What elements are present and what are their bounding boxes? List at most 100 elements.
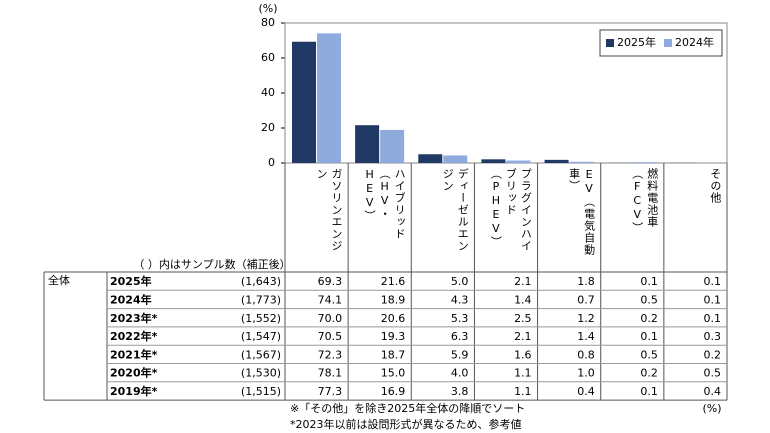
cell-value: 0.1 — [704, 312, 722, 325]
cell-value: 69.3 — [318, 275, 343, 288]
legend-label: 2024年 — [675, 35, 714, 49]
table-caption: （ ）内はサンプル数（補正後） — [133, 257, 290, 271]
row-year: 2020年* — [110, 366, 158, 380]
group-label: 全体 — [48, 273, 70, 287]
cell-value: 0.4 — [704, 385, 722, 398]
category-label: プラグインハイブリッド（PHEV） — [489, 168, 533, 252]
plot-frame — [284, 22, 728, 164]
cell-value: 78.1 — [318, 367, 343, 380]
cell-value: 0.5 — [704, 367, 722, 380]
bar — [481, 159, 506, 163]
note: *2023年以前は設問形式が異なるため、参考値 — [290, 417, 522, 431]
y-tick-label: 20 — [261, 121, 275, 134]
cell-value: 0.4 — [577, 385, 595, 398]
category-label: ガソリンエンジン — [315, 168, 343, 252]
cell-value: 1.6 — [514, 348, 532, 361]
cell-value: 16.9 — [381, 385, 406, 398]
cell-value: 0.1 — [640, 385, 658, 398]
cell-value: 5.9 — [451, 348, 469, 361]
cell-value: 0.5 — [640, 348, 658, 361]
cell-value: 19.3 — [381, 330, 406, 343]
cell-value: 1.0 — [577, 367, 595, 380]
y-tick-label: 40 — [261, 86, 275, 99]
cell-value: 3.8 — [451, 385, 469, 398]
cell-value: 1.2 — [577, 312, 595, 325]
cell-value: 18.9 — [381, 293, 406, 306]
bar — [317, 33, 341, 164]
cell-value: 1.1 — [514, 385, 532, 398]
cell-value: 6.3 — [451, 330, 469, 343]
category-label: ディーゼルエンジン — [441, 168, 470, 252]
cell-value: 15.0 — [381, 367, 406, 380]
bar — [418, 154, 443, 163]
cell-value: 70.5 — [318, 330, 343, 343]
note: ※「その他」を除き2025年全体の降順でソート — [290, 401, 525, 415]
cell-value: 1.8 — [577, 275, 595, 288]
cell-value: 0.2 — [640, 312, 658, 325]
cell-value: 1.4 — [514, 293, 532, 306]
unit-label: (%) — [258, 2, 277, 15]
cell-value: 4.3 — [451, 293, 469, 306]
cell-value: 70.0 — [318, 312, 343, 325]
category-label: その他 — [708, 168, 722, 204]
cell-value: 0.2 — [704, 348, 722, 361]
row-year: 2025年 — [110, 274, 152, 288]
cell-value: 0.1 — [704, 293, 722, 306]
row-year: 2024年 — [110, 292, 152, 306]
cell-value: 2.5 — [514, 312, 532, 325]
row-sample: (1,547) — [241, 330, 281, 343]
bar — [569, 161, 594, 163]
cell-value: 4.0 — [451, 367, 469, 380]
category-label: 燃料電池車（FCV） — [630, 168, 659, 234]
cell-value: 0.2 — [640, 367, 658, 380]
y-tick-label: 60 — [261, 51, 275, 64]
cell-value: 77.3 — [318, 385, 343, 398]
cell-value: 2.1 — [514, 330, 532, 343]
row-sample: (1,567) — [241, 348, 281, 361]
cell-value: 72.3 — [318, 348, 343, 361]
row-year: 2019年* — [110, 384, 158, 398]
category-label: ハイブリッド（HV・HEV） — [363, 168, 407, 240]
bar — [632, 162, 657, 163]
row-year: 2021年* — [110, 347, 158, 361]
row-sample: (1,773) — [241, 293, 281, 306]
cell-value: 0.5 — [640, 293, 658, 306]
cell-value: 0.1 — [640, 330, 658, 343]
cell-value: 0.3 — [704, 330, 722, 343]
cell-value: 1.1 — [514, 367, 532, 380]
cell-value: 0.1 — [640, 275, 658, 288]
row-sample: (1,530) — [241, 367, 281, 380]
y-tick-label: 80 — [261, 16, 275, 29]
cell-value: 21.6 — [381, 275, 406, 288]
row-year: 2023年* — [110, 311, 158, 325]
cell-value: 0.7 — [577, 293, 595, 306]
y-tick-label: 0 — [268, 156, 275, 169]
bar — [380, 129, 405, 163]
legend-swatch — [606, 39, 614, 47]
legend-box — [599, 29, 723, 57]
cell-value: 20.6 — [381, 312, 406, 325]
legend-swatch — [664, 39, 672, 47]
cell-value: 2.1 — [514, 275, 532, 288]
cell-value: 5.0 — [451, 275, 469, 288]
bar — [506, 160, 531, 163]
table-unit: (%) — [702, 402, 721, 415]
row-sample: (1,643) — [241, 275, 281, 288]
bar — [292, 41, 316, 163]
cell-value: 18.7 — [381, 348, 406, 361]
cell-value: 5.3 — [451, 312, 469, 325]
bar — [443, 155, 468, 163]
legend-label: 2025年 — [617, 35, 656, 49]
bar — [355, 125, 380, 163]
cell-value: 74.1 — [318, 293, 343, 306]
bar — [544, 159, 569, 163]
category-label: EV（電気自動車） — [567, 168, 596, 256]
row-sample: (1,552) — [241, 312, 281, 325]
cell-value: 0.1 — [704, 275, 722, 288]
row-sample: (1,515) — [241, 385, 281, 398]
row-year: 2022年* — [110, 329, 158, 343]
cell-value: 0.8 — [577, 348, 595, 361]
cell-value: 1.4 — [577, 330, 595, 343]
